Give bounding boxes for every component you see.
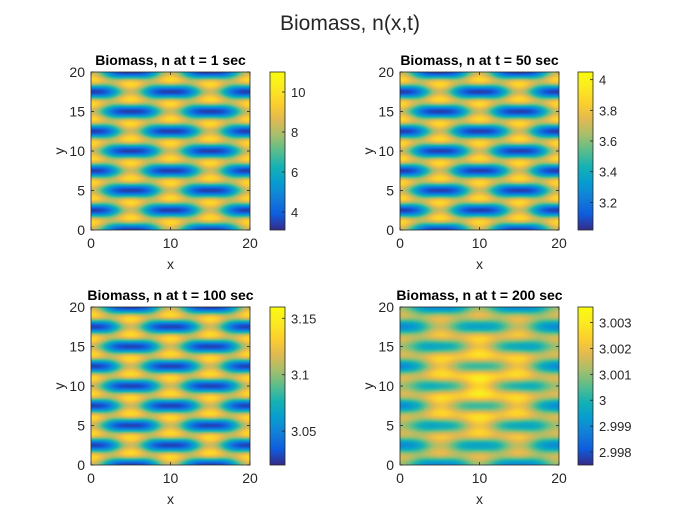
y-tick-label: 10 [69, 378, 85, 394]
colorbar-tick-label: 2.999 [599, 419, 632, 434]
x-tick-label: 20 [242, 470, 258, 486]
colorbar-tick-label: 3.001 [599, 367, 632, 382]
x-axis-label: x [476, 256, 483, 272]
colorbar-tick-label: 3.8 [599, 103, 617, 118]
y-tick-label: 5 [77, 183, 85, 199]
colorbar-tick-label: 8 [291, 125, 298, 140]
heatmap-image [400, 72, 559, 230]
colorbar [270, 72, 285, 230]
y-tick-label: 20 [69, 64, 85, 80]
y-axis-label: y [360, 148, 376, 155]
y-tick-label: 5 [386, 418, 394, 434]
y-axis-label: y [360, 383, 376, 390]
colorbar-frame [269, 306, 286, 466]
y-tick-label: 15 [69, 339, 85, 355]
x-tick-label: 0 [87, 470, 95, 486]
colorbar-frame [577, 306, 594, 466]
y-tick-label: 20 [69, 299, 85, 315]
y-tick-label: 15 [378, 339, 394, 355]
y-tick-label: 15 [69, 104, 85, 120]
subplot-1: 0 10 20 0 5 10 15 20 Biomass, n at t = 1 sec x y 4 6… [51, 52, 305, 272]
colorbar-tick-label: 3.15 [291, 311, 316, 326]
x-tick-label: 20 [551, 235, 567, 251]
y-tick-label: 0 [77, 457, 85, 473]
y-tick-label: 20 [378, 299, 394, 315]
y-tick-label: 5 [77, 418, 85, 434]
colorbar-tick-label: 6 [291, 165, 298, 180]
subplot-grid: 0 10 20 0 5 10 15 20 Biomass, n at t = 1 sec x y 4 6… [51, 52, 632, 507]
y-tick-label: 10 [378, 143, 394, 159]
subplot-title: Biomass, n at t = 200 sec [396, 287, 562, 303]
x-tick-label: 0 [396, 235, 404, 251]
y-tick-label: 0 [386, 457, 394, 473]
colorbar-tick-label: 3.2 [599, 195, 617, 210]
subplot-title: Biomass, n at t = 50 sec [400, 52, 559, 68]
colorbar-tick-label: 2.998 [599, 445, 632, 460]
colorbar [578, 72, 593, 230]
colorbar-frame [269, 71, 286, 231]
x-axis-label: x [476, 491, 483, 507]
y-tick-label: 0 [386, 222, 394, 238]
x-tick-label: 0 [87, 235, 95, 251]
x-axis-label: x [167, 491, 174, 507]
y-tick-label: 5 [386, 183, 394, 199]
subplot-2: 0 10 20 0 5 10 15 20 Biomass, n at t = 50 sec x y 3… [360, 52, 617, 272]
x-tick-label: 10 [472, 470, 488, 486]
figure-title: Biomass, n(x,t) [280, 12, 420, 35]
x-tick-label: 10 [163, 470, 179, 486]
colorbar-tick-label: 3.6 [599, 134, 617, 149]
x-axis-label: x [167, 256, 174, 272]
y-tick-label: 10 [69, 143, 85, 159]
colorbar [270, 307, 285, 465]
x-tick-label: 10 [163, 235, 179, 251]
subplot-title: Biomass, n at t = 100 sec [87, 287, 253, 303]
y-tick-label: 15 [378, 104, 394, 120]
x-tick-label: 20 [551, 470, 567, 486]
heatmap-image [91, 307, 250, 465]
y-tick-label: 10 [378, 378, 394, 394]
colorbar [578, 307, 593, 465]
colorbar-frame [577, 71, 594, 231]
y-axis-label: y [51, 148, 67, 155]
colorbar-tick-label: 3 [599, 393, 606, 408]
subplot-title: Biomass, n at t = 1 sec [95, 52, 246, 68]
x-tick-label: 20 [242, 235, 258, 251]
y-axis-label: y [51, 383, 67, 390]
colorbar-tick-label: 3.05 [291, 424, 316, 439]
x-tick-label: 0 [396, 470, 404, 486]
heatmap-image [91, 72, 250, 230]
colorbar-tick-label: 3.1 [291, 368, 309, 383]
colorbar-tick-label: 10 [291, 85, 305, 100]
colorbar-tick-label: 4 [291, 205, 298, 220]
colorbar-tick-label: 3.002 [599, 341, 632, 356]
colorbar-tick-label: 3.003 [599, 316, 632, 331]
colorbar-tick-label: 3.4 [599, 165, 617, 180]
x-tick-label: 10 [472, 235, 488, 251]
y-tick-label: 0 [77, 222, 85, 238]
y-tick-label: 20 [378, 64, 394, 80]
colorbar-tick-label: 4 [599, 73, 606, 88]
heatmap-image [400, 307, 559, 465]
